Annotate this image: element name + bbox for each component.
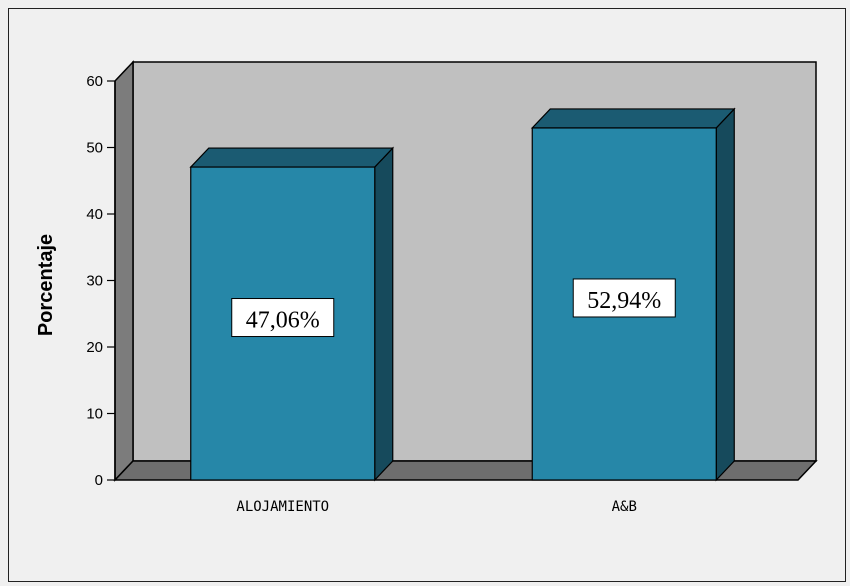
x-tick-label: ALOJAMIENTO: [236, 499, 329, 515]
data-label: 47,06%: [246, 308, 320, 334]
y-tick-label: 10: [86, 406, 103, 423]
y-tick-label: 60: [86, 73, 103, 90]
y-tick-label: 40: [86, 206, 103, 223]
bar-side: [715, 107, 735, 482]
y-tick-label: 20: [86, 339, 103, 356]
y-tick-label: 50: [86, 140, 103, 157]
data-label-box: [231, 298, 335, 338]
y-axis: 0 10 20 30 40 50 60: [86, 73, 116, 489]
bar-top: [189, 147, 395, 168]
side-wall: [114, 60, 134, 482]
data-label-box: [572, 278, 676, 318]
data-labels: 47,06% ALOJAMIENTO 52,94% A&B: [231, 278, 676, 515]
x-tick-label: A&B: [612, 499, 637, 515]
bar-top: [530, 108, 736, 129]
bar-side: [374, 146, 394, 482]
bars: [189, 107, 736, 482]
y-tick-label: 30: [86, 273, 103, 290]
y-tick-label: 0: [95, 472, 103, 489]
y-axis-label: Porcentaje: [35, 234, 57, 336]
data-label: 52,94%: [587, 288, 661, 314]
